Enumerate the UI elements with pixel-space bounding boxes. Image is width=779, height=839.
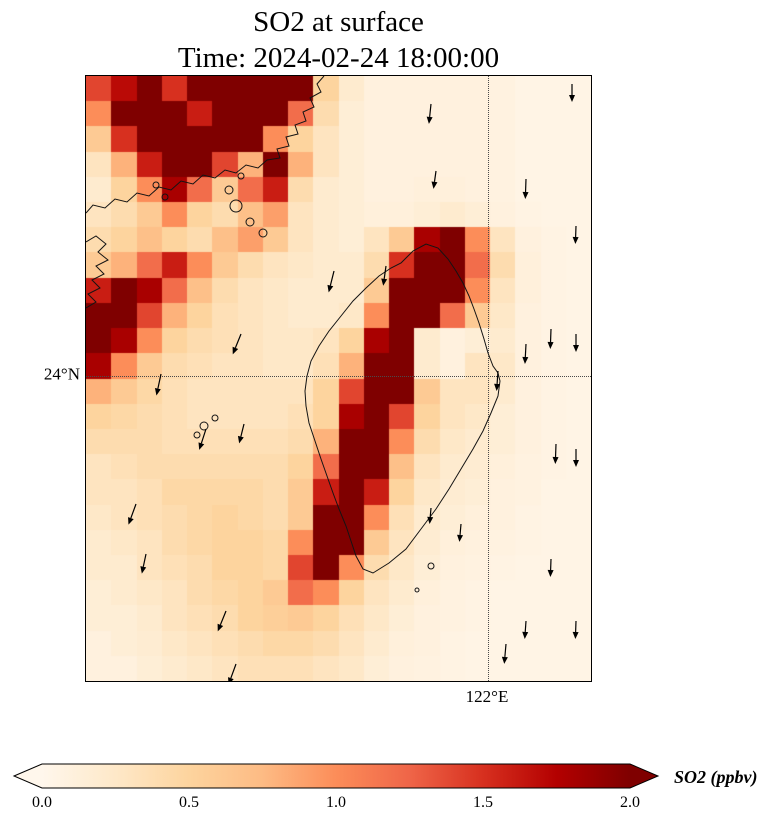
chart-title-block: SO2 at surface Time: 2024-02-24 18:00:00 <box>85 4 592 77</box>
map-overlay-svg <box>86 76 579 681</box>
colorbar-tick: 0.5 <box>179 794 199 811</box>
colorbar-tick: 1.0 <box>326 794 346 811</box>
colorbar <box>12 763 662 789</box>
colorbar-ticks: 0.0 0.5 1.0 1.5 2.0 <box>12 794 662 814</box>
gridline-122e <box>488 76 489 681</box>
small-islands <box>152 172 435 593</box>
y-tick-24n: 24°N <box>43 364 80 384</box>
wind-arrows <box>128 84 579 681</box>
coastlines <box>86 76 501 593</box>
coastline-mainland <box>86 76 325 214</box>
chart-title: SO2 at surface <box>253 6 424 38</box>
colorbar-tick: 0.0 <box>32 794 52 811</box>
colorbar-tick: 2.0 <box>620 794 640 811</box>
chart-subtitle: Time: 2024-02-24 18:00:00 <box>177 42 500 75</box>
so2-heatmap-canvas <box>86 76 591 681</box>
coastline-taiwan <box>304 243 501 574</box>
colorbar-unit-label: SO2 (ppbv) <box>674 767 758 787</box>
colorbar-gradient-bar <box>12 763 660 789</box>
x-tick-122e: 122°E <box>465 687 509 706</box>
gridline-24n <box>86 376 591 377</box>
colorbar-tick: 1.5 <box>473 794 493 811</box>
colorbar-svg <box>12 763 660 789</box>
coastline-mainland-bays <box>86 235 109 309</box>
plot-area <box>85 75 592 682</box>
